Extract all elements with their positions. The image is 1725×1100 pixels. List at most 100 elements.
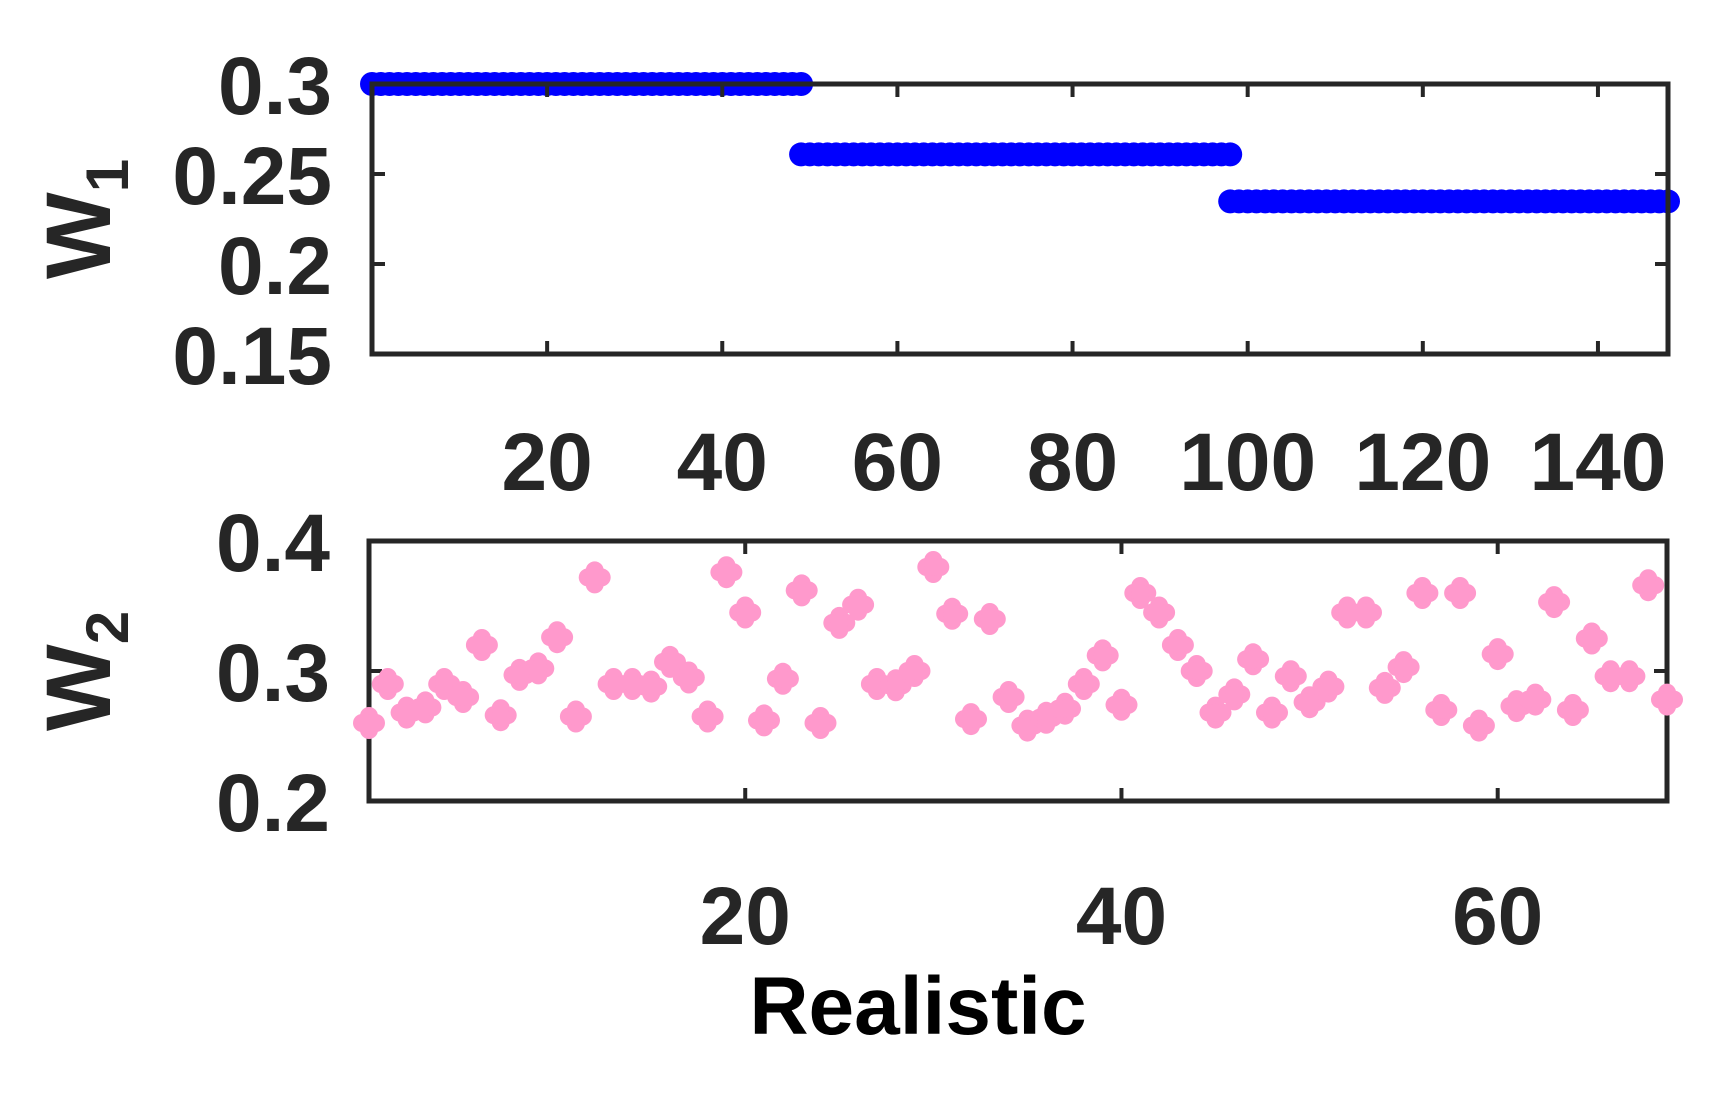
- w2-point-lobe: [1056, 699, 1074, 718]
- w1-x-tick-label-5: 120: [1354, 417, 1491, 508]
- w2-point-49: [1274, 660, 1307, 693]
- w2-point-lobe: [1244, 650, 1263, 669]
- w2-point-lobe: [849, 595, 868, 614]
- w2-point-5: [447, 681, 480, 713]
- w2-point-34: [992, 681, 1025, 713]
- w2-point-67: [1613, 660, 1646, 693]
- w2-point-48: [1256, 696, 1288, 729]
- w2-y-tick-label-1: 0.3: [216, 628, 330, 719]
- w2-y-axis-label: W2: [28, 611, 141, 731]
- w2-point-43: [1161, 629, 1194, 661]
- w2-point-lobe: [491, 706, 510, 725]
- w2-point-lobe: [755, 711, 773, 730]
- w2-point-63: [1538, 586, 1571, 619]
- w2-point-lobe: [1112, 695, 1131, 714]
- w2-point-60: [1481, 638, 1514, 671]
- w2-point-44: [1180, 655, 1213, 687]
- w2-panel: 20 40 60 0.2 0.3 0.4 W2 Realistic: [28, 498, 1683, 1052]
- w2-point-65: [1575, 622, 1608, 655]
- w1-y-tick-label-0: 0.15: [172, 311, 332, 402]
- w2-point-19: [710, 556, 743, 589]
- w2-point-3: [409, 691, 442, 724]
- w2-point-17: [672, 661, 705, 694]
- w2-y-axis-label-base: W: [28, 644, 130, 731]
- w2-point-lobe: [962, 710, 980, 729]
- w2-point-22: [766, 662, 799, 695]
- w2-y-tick-labels: 0.2 0.3 0.4: [216, 498, 330, 849]
- w2-point-lobe: [1300, 693, 1319, 712]
- w1-y-tick-label-2: 0.25: [172, 131, 332, 222]
- w2-point-15: [635, 670, 668, 703]
- w2-point-lobe: [1357, 603, 1375, 622]
- w2-point-55: [1387, 651, 1420, 684]
- w2-point-lobe: [1187, 662, 1206, 680]
- w2-point-59: [1462, 709, 1495, 742]
- w1-point-1-98: [1218, 142, 1243, 167]
- w2-point-20: [729, 596, 762, 629]
- w2-point-42: [1143, 596, 1176, 629]
- w2-point-lobe: [811, 714, 830, 732]
- w2-point-lobe: [1413, 584, 1432, 602]
- w2-point-lobe: [1150, 603, 1169, 622]
- w1-x-tick-label-1: 40: [677, 417, 768, 508]
- w2-point-lobe: [1582, 629, 1601, 648]
- w2-x-tick-label-0: 20: [700, 871, 791, 962]
- w2-point-lobe: [1526, 690, 1545, 709]
- w2-ticks: [369, 539, 1667, 803]
- w2-point-lobe: [830, 613, 849, 632]
- w2-point-lobe: [566, 707, 585, 726]
- w2-point-lobe: [1488, 645, 1507, 664]
- w2-x-axis-label: Realistic: [749, 961, 1086, 1052]
- w2-point-lobe: [1545, 593, 1564, 612]
- w2-point-lobe: [548, 628, 567, 647]
- w2-point-lobe: [1469, 716, 1488, 735]
- w2-point-38: [1067, 668, 1100, 700]
- w2-point-lobe: [1263, 703, 1281, 722]
- w2-point-11: [559, 700, 592, 733]
- w2-point-39: [1086, 639, 1119, 672]
- w2-point-68: [1632, 569, 1665, 602]
- w2-point-lobe: [1074, 675, 1093, 693]
- w1-y-tick-label-1: 0.2: [218, 221, 332, 312]
- w2-point-12: [578, 561, 611, 594]
- w2-point-30: [917, 551, 950, 583]
- w2-point-lobe: [435, 675, 454, 693]
- w2-point-18: [691, 700, 724, 733]
- w2-point-29: [898, 655, 931, 687]
- w2-point-lobe: [792, 581, 811, 600]
- w2-point-lobe: [943, 604, 962, 623]
- w2-point-lobe: [585, 568, 604, 587]
- w2-x-tick-label-2: 60: [1452, 871, 1543, 962]
- w2-point-31: [936, 597, 969, 630]
- w2-point-lobe: [1093, 646, 1112, 665]
- w2-point-47: [1237, 643, 1270, 676]
- w2-point-45: [1199, 696, 1232, 729]
- w2-series: [353, 551, 1683, 742]
- w2-point-lobe: [679, 668, 698, 687]
- w2-point-lobe: [1319, 677, 1338, 696]
- w2-point-10: [541, 621, 574, 654]
- w2-point-51: [1312, 670, 1345, 703]
- w1-y-axis-label: W1: [28, 159, 141, 279]
- w2-point-lobe: [661, 652, 679, 671]
- w2-point-lobe: [378, 675, 397, 693]
- w2-point-lobe: [454, 688, 473, 706]
- w2-point-lobe: [905, 662, 924, 680]
- w2-point-2: [390, 696, 423, 729]
- w2-point-53: [1350, 596, 1382, 629]
- w2-point-7: [484, 699, 517, 732]
- w2-point-46: [1218, 678, 1251, 711]
- w2-point-lobe: [416, 698, 435, 717]
- w1-x-tick-label-0: 20: [502, 417, 593, 508]
- w2-point-9: [522, 652, 555, 685]
- w1-x-tick-label-3: 80: [1027, 417, 1118, 508]
- w2-point-lobe: [980, 610, 999, 628]
- w2-point-21: [748, 704, 780, 737]
- w2-point-0: [353, 707, 385, 739]
- w2-point-lobe: [1432, 701, 1451, 719]
- w2-point-lobe: [717, 563, 736, 582]
- w1-y-axis-label-subscript: 1: [74, 159, 141, 192]
- w2-point-lobe: [698, 707, 717, 726]
